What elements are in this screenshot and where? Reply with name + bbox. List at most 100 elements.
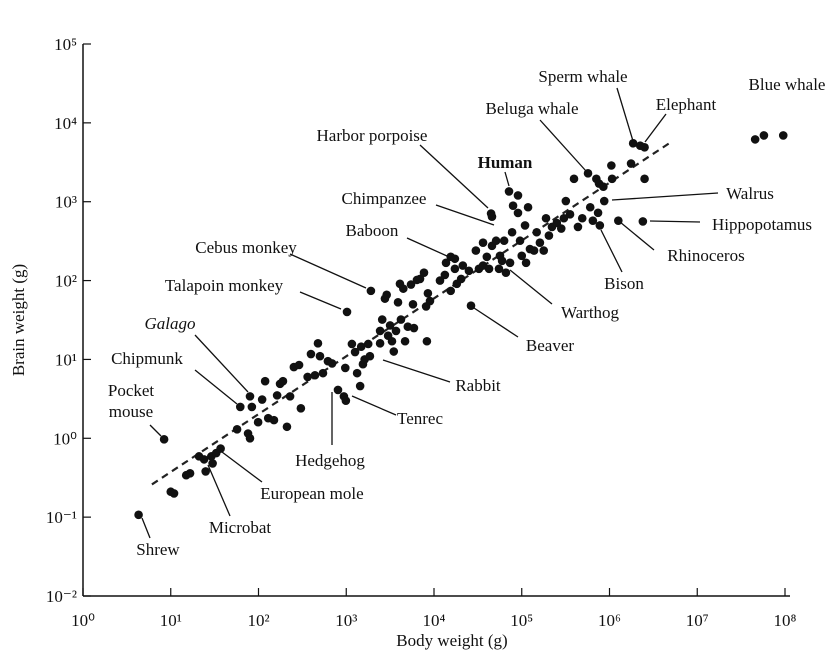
annotation: Human — [478, 153, 533, 172]
data-point — [494, 264, 504, 274]
data-point — [487, 212, 497, 221]
data-point — [593, 208, 603, 218]
annotation-pointer — [419, 144, 489, 209]
data-point — [399, 284, 408, 293]
data-point — [363, 339, 373, 349]
annotation: Rabbit — [455, 376, 501, 395]
data-point — [393, 298, 403, 307]
data-point — [435, 276, 445, 285]
annotation: Bison — [604, 274, 644, 293]
data-point — [169, 489, 179, 498]
data-point — [318, 368, 328, 378]
data-point — [409, 323, 419, 333]
annotation-pointer — [509, 269, 553, 305]
data-point — [356, 342, 366, 352]
data-point — [599, 196, 609, 206]
annotation: Hedgehog — [295, 451, 365, 470]
data-point — [450, 254, 460, 264]
data-point — [628, 139, 638, 148]
annotation: Blue whale — [749, 75, 826, 94]
data-point — [535, 238, 545, 248]
annotation-pointer — [194, 369, 238, 405]
data-point — [159, 435, 169, 444]
data-point — [466, 301, 476, 311]
data-point — [375, 339, 385, 348]
y-tick-label: 10⁵ — [54, 35, 77, 54]
data-point — [583, 169, 593, 178]
annotation-pointer — [473, 307, 519, 338]
data-point — [342, 307, 352, 317]
data-point — [520, 221, 530, 230]
annotation-pointer — [207, 464, 231, 517]
data-point — [626, 159, 636, 168]
data-point — [577, 213, 587, 223]
data-point — [523, 202, 533, 212]
data-point — [341, 396, 351, 405]
y-tick-label: 10⁰ — [53, 429, 77, 448]
annotation: Warthog — [561, 303, 620, 322]
data-point — [638, 217, 648, 226]
data-point — [569, 174, 579, 184]
data-point — [377, 315, 387, 324]
y-tick-label: 10³ — [55, 193, 77, 212]
data-point — [484, 264, 494, 274]
annotation: Rhinoceros — [667, 246, 744, 265]
data-point — [573, 222, 583, 232]
data-point — [759, 131, 769, 140]
data-point — [588, 216, 598, 225]
annotation-pointer — [616, 87, 634, 142]
x-tick-label: 10¹ — [160, 611, 182, 630]
data-point — [423, 288, 433, 298]
data-point — [478, 238, 488, 248]
annotation: Shrew — [136, 540, 180, 559]
data-point — [257, 395, 267, 404]
data-point — [513, 191, 523, 200]
annotation-pointer — [299, 291, 342, 310]
data-point — [396, 315, 406, 324]
data-point — [471, 246, 481, 255]
data-point — [201, 467, 210, 476]
data-point — [556, 224, 566, 233]
data-point — [296, 404, 306, 413]
data-point — [134, 510, 143, 520]
annotation: Talapoin monkey — [165, 276, 284, 295]
data-point — [355, 381, 365, 391]
x-tick-label: 10² — [247, 611, 269, 630]
annotation-pointer — [611, 192, 719, 201]
data-point — [640, 174, 649, 184]
data-point — [778, 131, 788, 140]
data-point — [482, 252, 492, 262]
annotation: Microbat — [209, 518, 272, 537]
data-point — [507, 227, 517, 237]
annotation: Beaver — [526, 336, 574, 355]
data-point — [272, 391, 282, 400]
data-point — [260, 376, 270, 386]
data-point — [340, 363, 350, 373]
annotation-pointer — [600, 229, 623, 273]
y-tick-label: 10⁻¹ — [46, 508, 77, 527]
data-point — [391, 326, 401, 336]
data-point — [499, 236, 509, 246]
data-point — [412, 275, 422, 285]
data-point — [389, 347, 399, 356]
data-point — [235, 402, 245, 412]
data-point — [440, 270, 450, 280]
data-point — [599, 182, 608, 192]
annotation-pointer — [221, 451, 263, 483]
data-point — [282, 422, 292, 432]
annotation: Chipmunk — [111, 349, 183, 368]
x-tick-label: 10⁷ — [686, 611, 709, 630]
data-point — [333, 385, 343, 395]
data-point — [532, 227, 541, 237]
data-point — [607, 174, 617, 184]
data-point — [400, 336, 410, 346]
data-point — [640, 142, 649, 152]
data-point — [561, 196, 571, 206]
annotation: Cebus monkey — [195, 238, 297, 257]
annotation: Tenrec — [397, 409, 443, 428]
data-point — [505, 258, 515, 268]
data-point — [504, 187, 514, 196]
data-point — [385, 321, 395, 330]
data-point — [310, 370, 320, 380]
